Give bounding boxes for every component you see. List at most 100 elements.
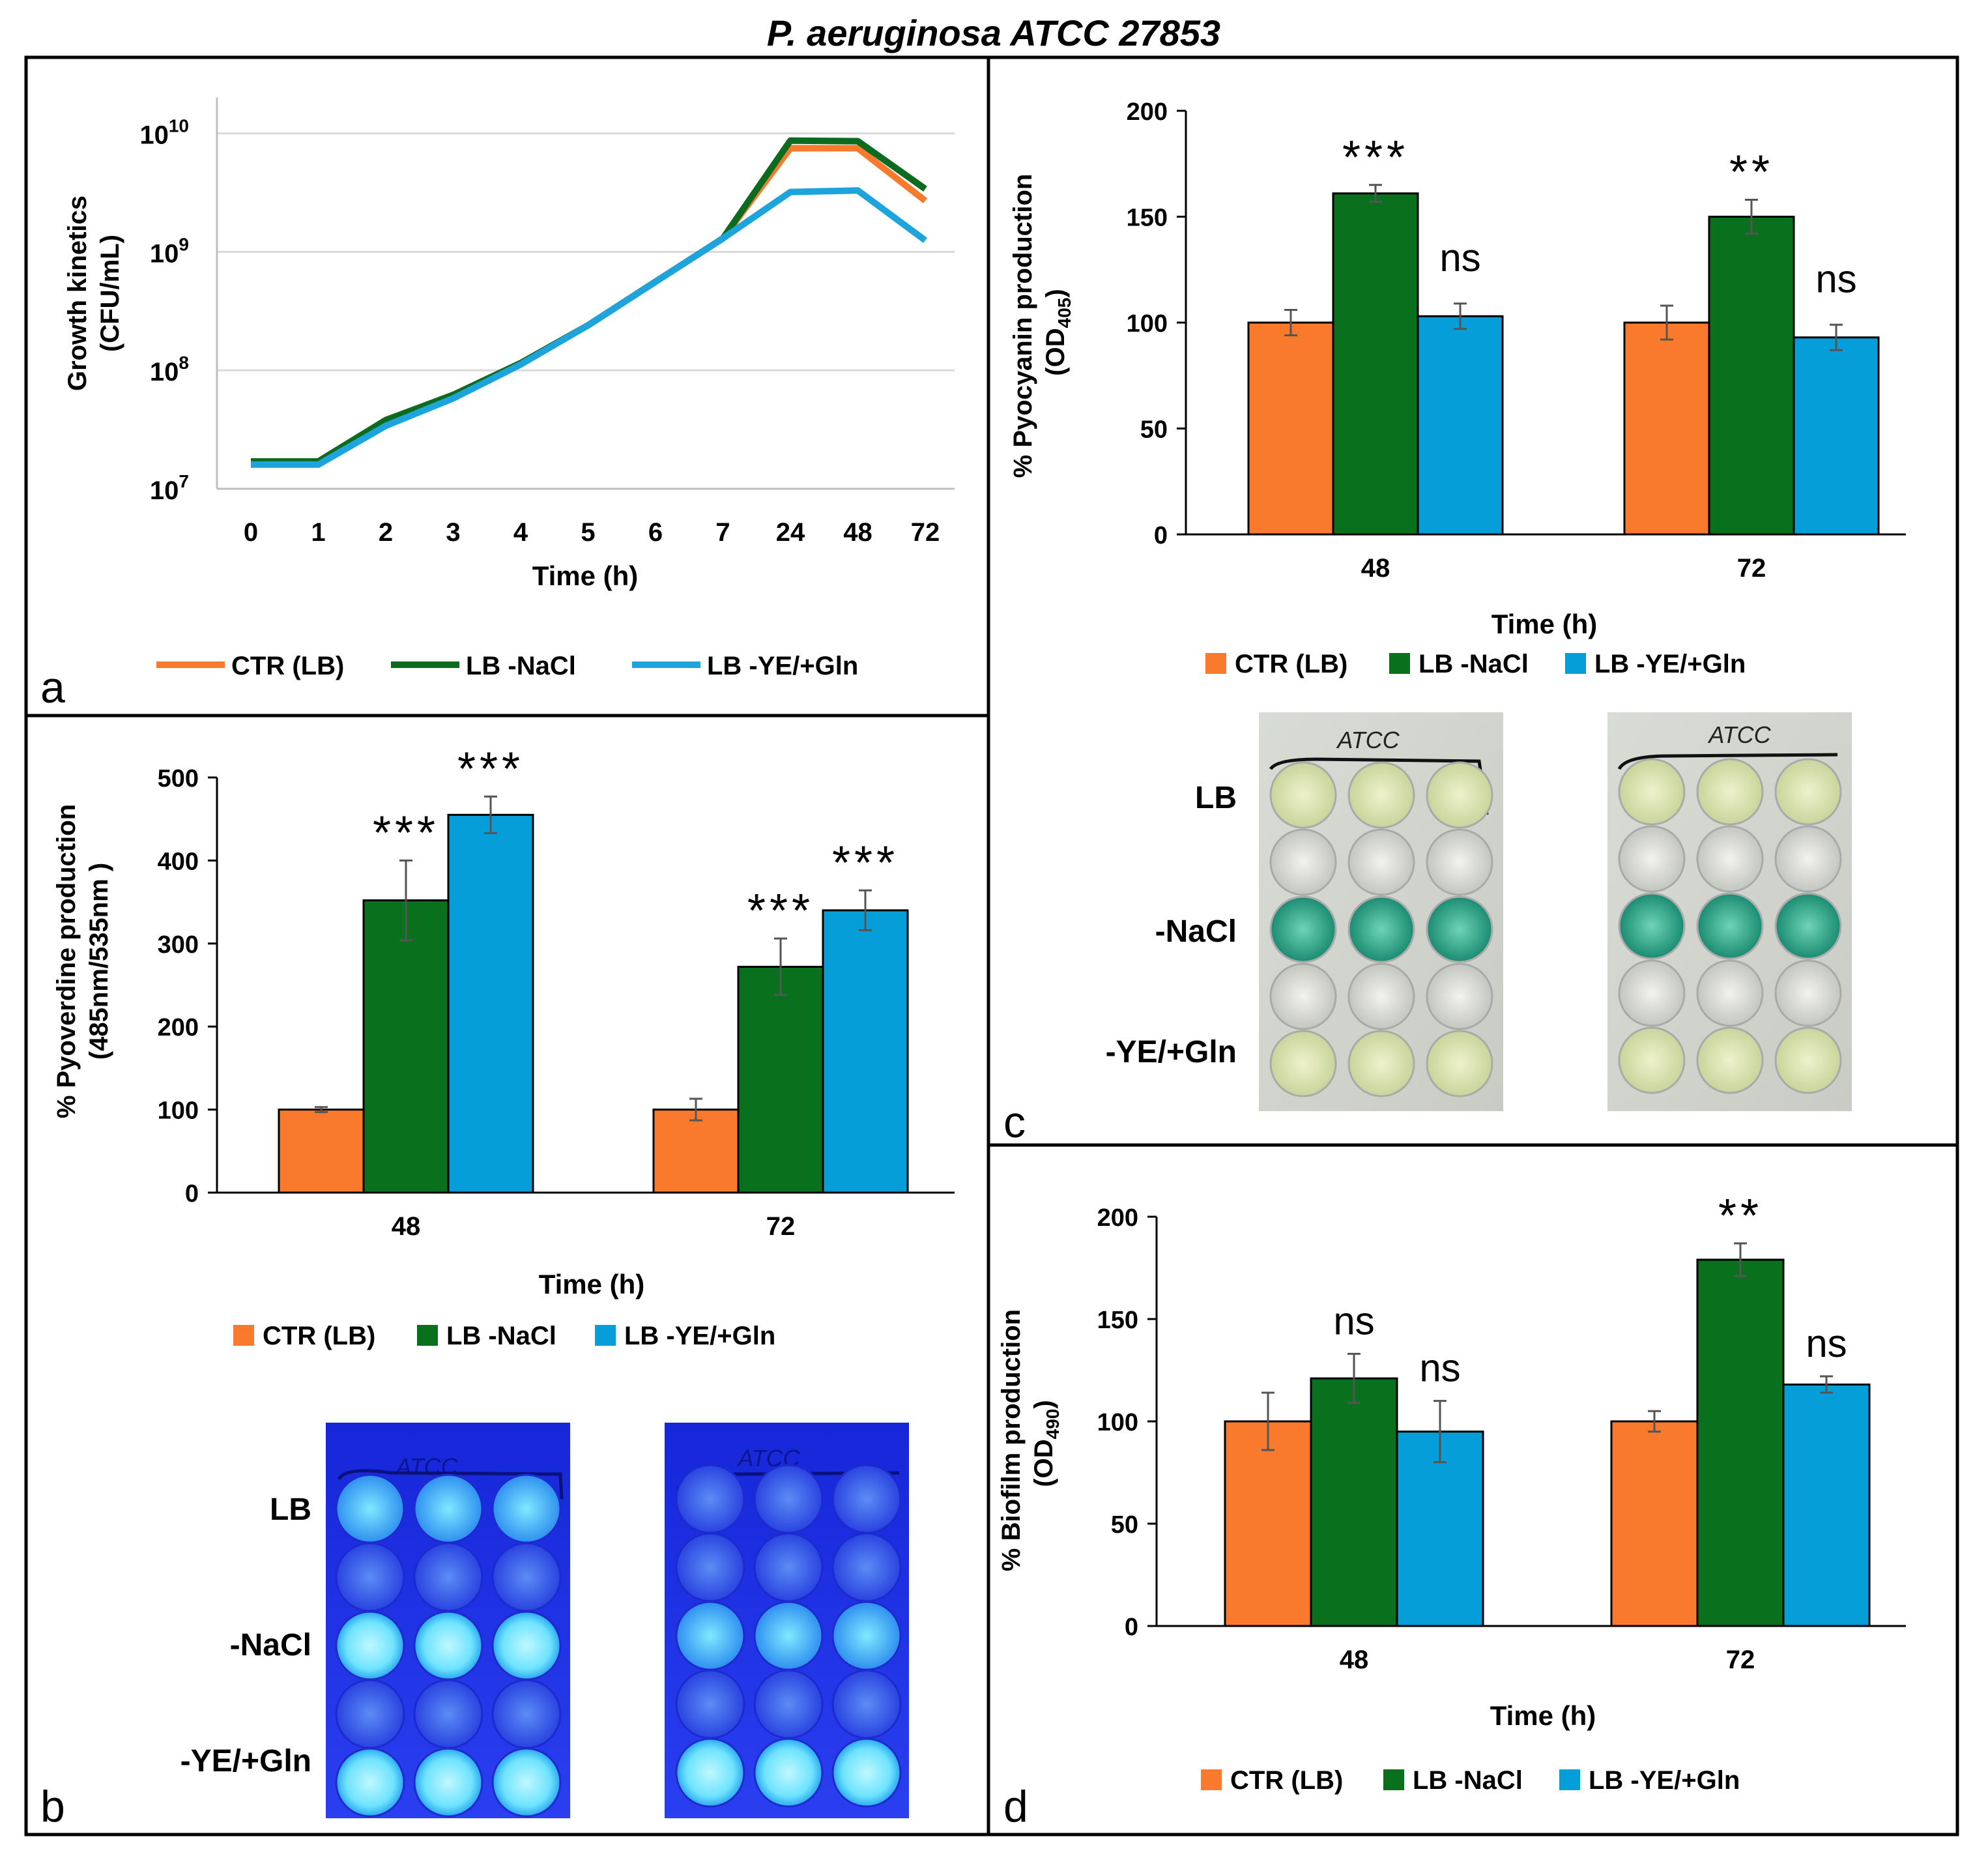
panel-a-series-line-ctr <box>251 145 928 465</box>
plate-well <box>413 1610 483 1681</box>
panel-c-bar-ctr <box>1247 321 1334 536</box>
panel-b-bar-yeg <box>822 909 909 1194</box>
y-tick-base: 10 <box>150 358 179 386</box>
plate-well <box>413 1473 483 1544</box>
panel-a-x-tick-label: 7 <box>715 518 730 547</box>
panel-a-y-tick-label: 108 <box>150 353 189 386</box>
plate-well <box>1426 895 1493 963</box>
plate-well <box>1774 1026 1842 1094</box>
panel-a-x-tick-label: 72 <box>911 518 940 547</box>
plate-well <box>1618 959 1686 1027</box>
panel-c-y-tick-label: 150 <box>1127 205 1168 232</box>
panel-a-legend-label: CTR (LB) <box>231 652 344 680</box>
plate-well <box>1269 828 1337 896</box>
panel-b-bar-nacl <box>737 965 824 1194</box>
pyocyanin-row-label-yeg: -YE/+Gln <box>1106 1035 1237 1069</box>
panel-a-x-label: Time (h) <box>532 560 639 591</box>
plate-well <box>1774 825 1842 893</box>
panel-d-y-label-1: % Biofilm production <box>997 1309 1026 1571</box>
plate-well <box>1696 1026 1764 1094</box>
panel-c-legend-label: LB -YE/+Gln <box>1594 650 1746 678</box>
panel-d-legend-swatch-ctr <box>1201 1769 1222 1790</box>
panel-c-significance-label: *** <box>1342 132 1409 184</box>
pyoverdine-row-label-yeg: -YE/+Gln <box>180 1744 311 1778</box>
plate-well <box>1269 963 1337 1030</box>
panel-d-significance-label: ns <box>1419 1346 1460 1390</box>
panel-b-y-label-1: % Pyoverdine production <box>52 804 81 1118</box>
plate-well <box>1426 761 1493 829</box>
pyoverdine-plate-photos: LB -NaCl -YE/+Gln ATCC ATCC <box>180 1423 909 1818</box>
od-prefix: (OD <box>1030 1439 1058 1487</box>
plate-well <box>831 1669 902 1739</box>
panel-d-y-tick-label: 150 <box>1097 1307 1138 1334</box>
panel-b-legend-label: CTR (LB) <box>263 1322 375 1350</box>
panel-a-gridlines <box>217 132 955 371</box>
od-suffix: ) <box>1041 289 1070 297</box>
plate-well <box>1347 963 1415 1030</box>
panel-a-y-tick-label: 109 <box>150 234 189 268</box>
plate-well <box>1426 828 1493 896</box>
plate-well <box>1269 1030 1337 1097</box>
panel-d-legend-swatch-yeg <box>1559 1769 1580 1790</box>
plate-label-text: ATCC <box>1707 721 1771 748</box>
plate-well <box>753 1737 824 1808</box>
panel-c-x-label: Time (h) <box>1491 609 1598 639</box>
panel-d-y-label-2: (OD490) <box>1030 1400 1063 1487</box>
panel-b-significance-label: *** <box>832 837 899 889</box>
plate-well <box>491 1542 562 1612</box>
plate-well <box>753 1532 824 1603</box>
panel-a-x-tick-label: 2 <box>379 518 393 547</box>
pyocyanin-photo-72h: ATCC <box>1607 712 1852 1111</box>
plate-well <box>1269 761 1337 829</box>
plate-well <box>675 1737 745 1808</box>
plate-well <box>413 1542 483 1612</box>
plate-label-text: ATCC <box>1336 727 1400 753</box>
y-tick-exponent: 8 <box>179 353 189 373</box>
panel-c-y-tick-label: 100 <box>1127 310 1168 338</box>
panel-c-legend-swatch-nacl <box>1389 653 1410 674</box>
plate-well <box>1618 825 1686 893</box>
plate-well <box>1269 895 1337 963</box>
panel-a-x-tick-label: 1 <box>311 518 325 547</box>
panel-d-significance-label: ns <box>1806 1322 1847 1365</box>
panel-d-bar-ctr <box>1224 1420 1312 1627</box>
panel-a-x-tick-label: 48 <box>843 518 872 547</box>
panel-d-significance-label: ** <box>1718 1190 1763 1242</box>
panel-d-biofilm-chart: 0 50 100 150 200 48 ns ns 72 ** ns CTR (LB) LB -NaCl… <box>997 1190 1906 1831</box>
panel-a-x-tick-label: 6 <box>648 518 663 547</box>
y-tick-base: 10 <box>150 476 179 505</box>
figure-title: P. aeruginosa ATCC 27853 <box>767 12 1220 53</box>
plate-well <box>675 1669 745 1739</box>
panel-a-label: a <box>40 663 65 712</box>
panel-d-y-tick-label: 50 <box>1111 1511 1138 1539</box>
panel-d-bar-yeg <box>1782 1383 1871 1627</box>
plate-well <box>335 1747 405 1818</box>
pyoverdine-photo-72h: ATCC <box>665 1423 909 1818</box>
panel-c-bar-nacl <box>1708 216 1795 536</box>
plate-well <box>335 1542 405 1612</box>
panel-b-legend-swatch-ctr <box>233 1325 254 1346</box>
panel-b-pyoverdine-chart: 0 100 200 300 400 500 48 *** *** 72 *** *** CTR (LB)… <box>40 743 955 1831</box>
plate-well <box>831 1601 902 1671</box>
panel-d-x-tick-label: 72 <box>1726 1646 1755 1674</box>
plate-well <box>1426 963 1493 1030</box>
plate-well <box>491 1610 562 1681</box>
panel-borders <box>24 55 1959 1836</box>
panel-c-significance-label: ns <box>1439 236 1480 280</box>
plate-well <box>413 1747 483 1818</box>
plate-well <box>335 1610 405 1681</box>
panel-b-significance-label: *** <box>747 885 814 937</box>
panel-b-legend-swatch-nacl <box>417 1325 438 1346</box>
plate-well <box>1618 758 1686 826</box>
panel-b-legend-label: LB -YE/+Gln <box>624 1322 775 1350</box>
panel-a-series <box>251 137 928 468</box>
panel-a-x-tick-label: 5 <box>581 518 595 547</box>
panel-b-x-tick-label: 72 <box>766 1212 796 1241</box>
panel-c-legend-swatch-ctr <box>1205 653 1226 674</box>
panel-b-significance-label: *** <box>373 807 439 859</box>
panel-b-x-tick-label: 48 <box>392 1212 421 1241</box>
panel-c-label: c <box>1003 1097 1026 1147</box>
